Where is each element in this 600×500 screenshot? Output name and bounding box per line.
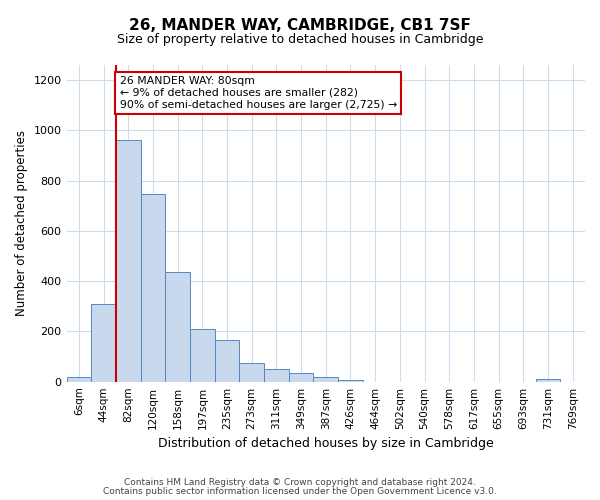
Bar [264,369,289,382]
Bar [91,304,116,382]
Bar [338,380,363,382]
Bar [215,340,239,382]
Y-axis label: Number of detached properties: Number of detached properties [15,130,28,316]
Bar [165,272,190,382]
Bar [289,374,313,382]
Bar [190,329,215,382]
Bar [140,194,165,382]
Bar [239,363,264,382]
Text: Contains public sector information licensed under the Open Government Licence v3: Contains public sector information licen… [103,487,497,496]
X-axis label: Distribution of detached houses by size in Cambridge: Distribution of detached houses by size … [158,437,494,450]
Text: 26, MANDER WAY, CAMBRIDGE, CB1 7SF: 26, MANDER WAY, CAMBRIDGE, CB1 7SF [129,18,471,32]
Bar [536,379,560,382]
Text: Contains HM Land Registry data © Crown copyright and database right 2024.: Contains HM Land Registry data © Crown c… [124,478,476,487]
Bar [313,377,338,382]
Text: 26 MANDER WAY: 80sqm
← 9% of detached houses are smaller (282)
90% of semi-detac: 26 MANDER WAY: 80sqm ← 9% of detached ho… [119,76,397,110]
Bar [67,376,91,382]
Text: Size of property relative to detached houses in Cambridge: Size of property relative to detached ho… [117,32,483,46]
Bar [116,140,140,382]
